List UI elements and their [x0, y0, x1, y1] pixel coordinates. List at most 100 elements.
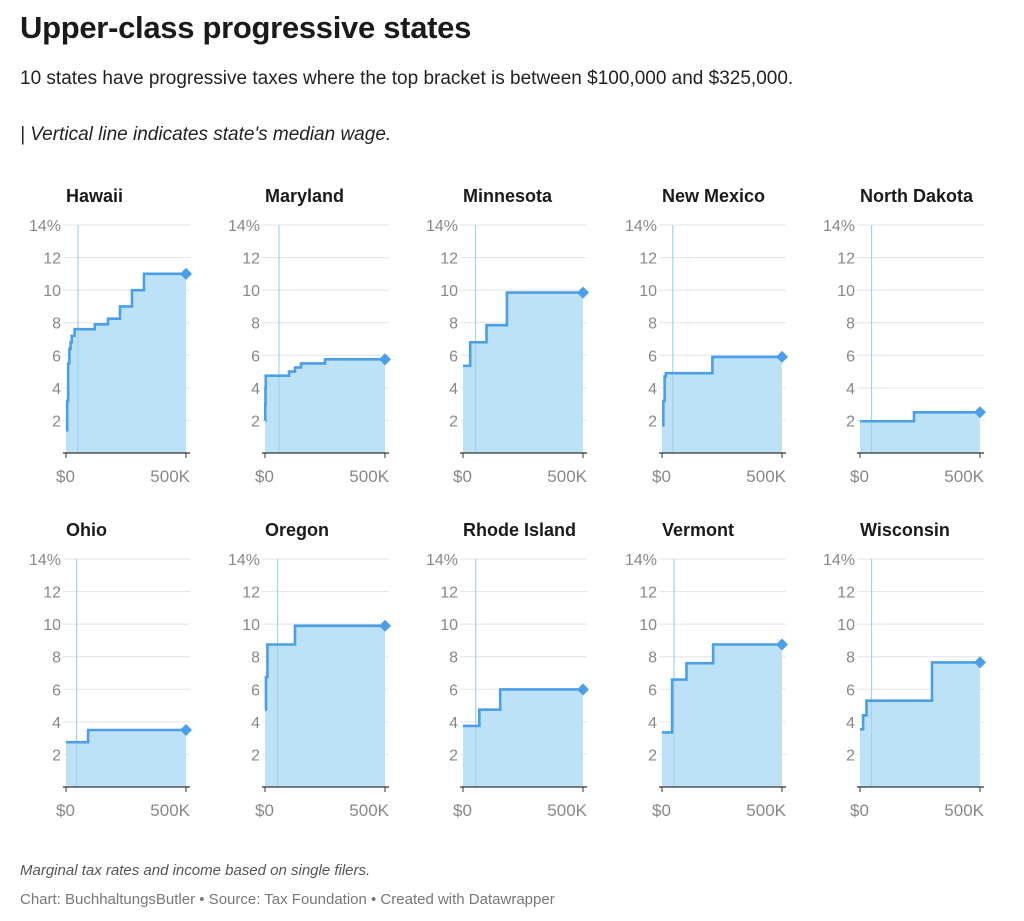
rate-line — [263, 358, 385, 422]
rate-line — [463, 291, 583, 368]
median-line-note: | Vertical line indicates state's median… — [20, 124, 392, 145]
y-tick-label: 10 — [43, 617, 61, 634]
panel-new-mexico: New Mexico 2 4 6 8 10 12 14% $0 500K — [625, 186, 788, 486]
page-subtitle: 10 states have progressive taxes where t… — [20, 68, 794, 89]
rate-line — [264, 624, 385, 711]
rate-line — [463, 688, 583, 728]
y-tick-label: 4 — [251, 715, 260, 732]
panel-minnesota: Minnesota 2 4 6 8 10 12 14% $0 500K — [426, 186, 589, 486]
panel-rhode-island: Rhode Island 2 4 6 8 10 12 14% $0 500K — [426, 520, 589, 820]
y-tick-label: 6 — [846, 348, 855, 365]
y-tick-label: 6 — [648, 348, 657, 365]
y-tick-label: 10 — [242, 283, 260, 300]
y-tick-label: 2 — [52, 747, 61, 764]
y-tick-label: 6 — [449, 682, 458, 699]
x-tick-label: $0 — [56, 801, 75, 820]
y-tick-label: 2 — [251, 747, 260, 764]
y-tick-label: 6 — [52, 348, 61, 365]
x-tick-label: 500K — [547, 467, 587, 486]
rate-area — [66, 273, 186, 453]
y-tick-label: 8 — [648, 316, 657, 333]
top-rate-marker — [379, 353, 391, 366]
panel-ohio: Ohio 2 4 6 8 10 12 14% $0 500K — [29, 520, 192, 820]
top-rate-marker — [776, 350, 788, 363]
top-rate-marker — [974, 656, 986, 669]
panel-title: Maryland — [265, 186, 344, 206]
top-rate-marker — [974, 406, 986, 419]
y-tick-label: 10 — [43, 283, 61, 300]
y-tick-label: 8 — [251, 650, 260, 667]
panel-vermont: Vermont 2 4 6 8 10 12 14% $0 500K — [625, 520, 788, 820]
rate-line — [662, 355, 782, 427]
x-tick-label: 500K — [150, 801, 190, 820]
rate-line — [860, 410, 980, 423]
x-tick-label: $0 — [850, 801, 869, 820]
y-tick-label: 2 — [251, 413, 260, 430]
y-tick-label: 6 — [52, 682, 61, 699]
y-tick-label: 10 — [242, 617, 260, 634]
y-tick-label: 4 — [846, 715, 855, 732]
x-tick-label: $0 — [56, 467, 75, 486]
x-tick-label: $0 — [255, 467, 274, 486]
y-tick-label: 14% — [426, 552, 458, 569]
y-tick-label: 12 — [440, 585, 458, 602]
y-tick-label: 12 — [43, 585, 61, 602]
rate-area — [662, 356, 782, 453]
page-title: Upper-class progressive states — [20, 10, 472, 45]
rate-area — [265, 359, 385, 453]
y-tick-label: 10 — [440, 283, 458, 300]
x-tick-label: $0 — [255, 801, 274, 820]
y-tick-label: 4 — [846, 381, 855, 398]
top-rate-marker — [180, 267, 192, 280]
rate-area — [860, 662, 980, 787]
y-tick-label: 4 — [648, 381, 657, 398]
y-tick-label: 12 — [43, 251, 61, 268]
panel-wisconsin: Wisconsin 2 4 6 8 10 12 14% $0 500K — [823, 520, 986, 820]
y-tick-label: 12 — [242, 585, 260, 602]
y-tick-label: 2 — [449, 747, 458, 764]
y-tick-label: 10 — [837, 617, 855, 634]
x-tick-label: $0 — [850, 467, 869, 486]
rate-line — [66, 728, 186, 744]
rate-line — [662, 643, 782, 734]
y-tick-label: 10 — [440, 617, 458, 634]
top-rate-marker — [577, 286, 589, 299]
top-rate-marker — [776, 638, 788, 651]
x-tick-label: 500K — [547, 801, 587, 820]
x-tick-label: 500K — [349, 801, 389, 820]
chart-footnote: Marginal tax rates and income based on s… — [20, 862, 371, 879]
panel-title: Rhode Island — [463, 520, 576, 540]
x-tick-label: $0 — [453, 467, 472, 486]
y-tick-label: 14% — [625, 218, 657, 235]
y-tick-label: 6 — [251, 348, 260, 365]
y-tick-label: 14% — [228, 218, 260, 235]
panel-title: Wisconsin — [860, 520, 950, 540]
panel-hawaii: Hawaii 2 4 6 8 10 12 14% $0 500K — [29, 186, 192, 486]
y-tick-label: 10 — [837, 283, 855, 300]
panel-title: Oregon — [265, 520, 329, 540]
y-tick-label: 4 — [449, 715, 458, 732]
y-tick-label: 8 — [52, 316, 61, 333]
y-tick-label: 10 — [639, 283, 657, 300]
rate-area — [66, 730, 186, 787]
y-tick-label: 4 — [52, 381, 61, 398]
chart-credit: Chart: BuchhaltungsButler • Source: Tax … — [20, 891, 555, 908]
rate-line — [860, 661, 980, 731]
y-tick-label: 4 — [52, 715, 61, 732]
y-tick-label: 12 — [639, 251, 657, 268]
panel-title: New Mexico — [662, 186, 765, 206]
y-tick-label: 8 — [449, 316, 458, 333]
y-tick-label: 14% — [823, 552, 855, 569]
rate-area — [662, 644, 782, 787]
y-tick-label: 8 — [449, 650, 458, 667]
y-tick-label: 10 — [639, 617, 657, 634]
x-tick-label: 500K — [349, 467, 389, 486]
y-tick-label: 2 — [449, 413, 458, 430]
panel-oregon: Oregon 2 4 6 8 10 12 14% $0 500K — [228, 520, 391, 820]
x-tick-label: $0 — [652, 467, 671, 486]
x-tick-label: $0 — [652, 801, 671, 820]
y-tick-label: 14% — [426, 218, 458, 235]
y-tick-label: 2 — [846, 747, 855, 764]
top-rate-marker — [180, 724, 192, 736]
